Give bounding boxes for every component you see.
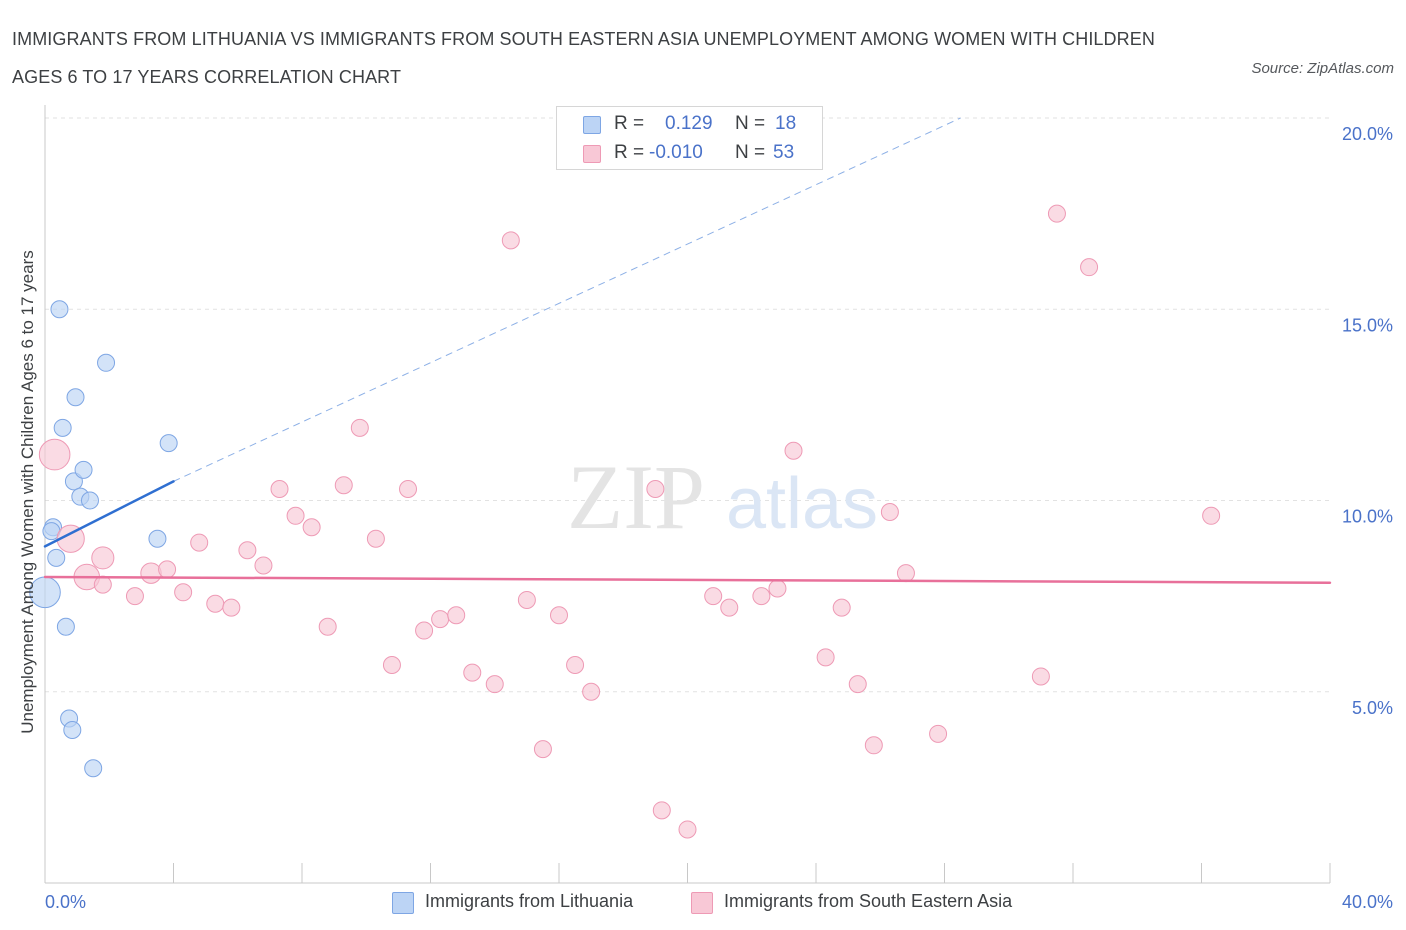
y-tick-label: 20.0%: [1342, 124, 1393, 144]
point-se-asia: [678, 820, 697, 839]
point-se-asia: [816, 648, 835, 667]
y-tick-label: 5.0%: [1352, 698, 1393, 718]
legend-r-value: -0.010: [649, 142, 703, 163]
correlation-legend: R = 0.129 N = 18 R = -0.010 N = 53: [556, 106, 823, 170]
point-se-asia: [646, 480, 665, 499]
point-se-asia: [704, 587, 723, 606]
point-se-asia: [501, 231, 520, 250]
point-se-asia: [38, 438, 71, 471]
point-lithuania: [159, 434, 178, 453]
point-se-asia: [350, 418, 369, 437]
point-se-asia: [399, 480, 418, 499]
point-se-asia: [1031, 667, 1050, 686]
point-se-asia: [125, 587, 144, 606]
point-lithuania: [97, 353, 116, 372]
source-label: Source: ZipAtlas.com: [1251, 60, 1394, 77]
bottom-legend-label-lithuania: Immigrants from Lithuania: [425, 891, 634, 911]
point-se-asia: [366, 529, 385, 548]
point-se-asia: [533, 740, 552, 759]
bottom-legend-label-se-asia: Immigrants from South Eastern Asia: [724, 891, 1013, 911]
legend-swatch-lithuania: [583, 116, 601, 134]
legend-n-label: N =: [735, 142, 766, 163]
point-se-asia: [56, 524, 85, 553]
x-tick-label: 0.0%: [45, 892, 86, 912]
point-se-asia: [832, 598, 851, 617]
legend-n-value: 53: [773, 142, 795, 163]
point-se-asia: [864, 736, 883, 755]
point-se-asia: [238, 541, 257, 560]
legend-r-value: 0.129: [665, 113, 713, 134]
point-lithuania: [64, 472, 83, 491]
y-axis-label: Unemployment Among Women with Children A…: [18, 250, 37, 734]
point-lithuania: [74, 460, 93, 479]
point-se-asia: [768, 579, 787, 598]
point-se-asia: [286, 506, 305, 525]
point-se-asia: [485, 675, 504, 694]
point-se-asia: [652, 801, 671, 820]
point-se-asia: [222, 598, 241, 617]
legend-r-label: R =: [614, 113, 645, 134]
point-se-asia: [415, 621, 434, 640]
point-se-asia: [550, 606, 568, 625]
point-lithuania: [66, 388, 85, 407]
point-se-asia: [582, 682, 601, 701]
point-lithuania: [50, 300, 69, 319]
legend-n-value: 18: [775, 113, 797, 134]
trend-line-se-asia: [43, 575, 1332, 584]
point-lithuania: [63, 721, 82, 739]
point-se-asia: [302, 518, 321, 537]
point-se-asia: [158, 560, 177, 579]
chart-title-line2: AGES 6 TO 17 YEARS CORRELATION CHART: [12, 67, 402, 87]
point-se-asia: [929, 724, 948, 743]
x-tick-label: 40.0%: [1342, 892, 1393, 912]
point-se-asia: [382, 655, 401, 674]
chart-title-line1: IMMIGRANTS FROM LITHUANIA VS IMMIGRANTS …: [12, 29, 1155, 49]
point-se-asia: [254, 556, 273, 575]
trend-line-lithuania: [43, 480, 175, 548]
watermark-zip: ZIP: [567, 446, 705, 548]
point-se-asia: [174, 583, 193, 602]
point-se-asia: [880, 502, 899, 521]
trend-extension-lithuania: [173, 117, 961, 482]
point-se-asia: [720, 598, 739, 617]
point-se-asia: [206, 594, 225, 613]
point-se-asia: [318, 617, 337, 636]
y-tick-label: 15.0%: [1342, 315, 1393, 335]
point-se-asia: [1202, 506, 1221, 525]
point-se-asia: [1080, 258, 1099, 277]
legend-swatch-se-asia: [583, 145, 601, 163]
bottom-legend-swatch-lithuania: [392, 892, 414, 914]
point-se-asia: [896, 564, 915, 583]
point-se-asia: [1047, 204, 1066, 223]
point-se-asia: [517, 590, 536, 609]
point-lithuania: [84, 759, 103, 778]
point-se-asia: [447, 606, 466, 625]
point-lithuania: [148, 529, 167, 548]
point-se-asia: [463, 663, 482, 682]
point-se-asia: [566, 655, 585, 674]
point-se-asia: [752, 587, 771, 606]
point-se-asia: [190, 533, 209, 552]
point-lithuania: [47, 548, 66, 567]
y-tick-label: 10.0%: [1342, 507, 1393, 527]
point-se-asia: [848, 675, 867, 694]
point-se-asia: [93, 575, 112, 594]
point-se-asia: [784, 441, 803, 460]
point-se-asia: [91, 546, 115, 570]
point-lithuania: [56, 617, 75, 636]
point-lithuania: [53, 418, 72, 437]
point-se-asia: [334, 476, 353, 495]
point-se-asia: [270, 480, 289, 499]
chart-title: IMMIGRANTS FROM LITHUANIA VS IMMIGRANTS …: [12, 20, 1242, 96]
bottom-legend-swatch-se-asia: [691, 892, 713, 914]
point-se-asia: [431, 610, 450, 629]
legend-r-label: R =: [614, 142, 645, 163]
watermark-atlas: atlas: [726, 464, 878, 544]
point-se-asia: [140, 562, 162, 584]
legend-n-label: N =: [735, 113, 766, 134]
point-lithuania: [80, 491, 99, 510]
